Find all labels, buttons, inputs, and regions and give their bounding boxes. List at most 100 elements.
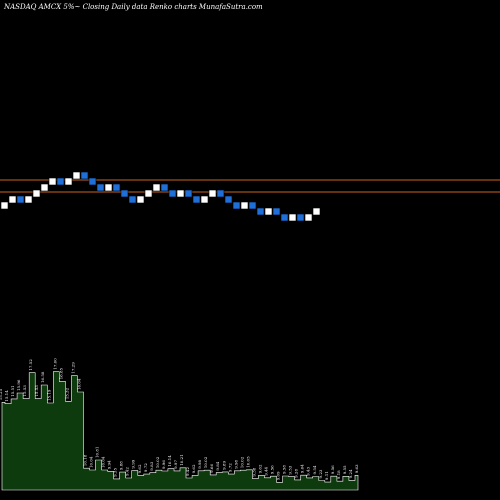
value-label-11: 16.85 xyxy=(58,367,63,379)
value-label-60: 9.63 xyxy=(354,464,359,473)
value-label-54: 9.23 xyxy=(318,469,323,478)
value-label-45: 9.44 xyxy=(264,466,269,475)
value-label-55: 9.11 xyxy=(324,471,329,480)
value-label-27: 10.02 xyxy=(155,456,160,468)
value-label-47: 9.09 xyxy=(276,471,281,480)
value-label-52: 9.43 xyxy=(306,467,311,476)
renko-brick-22 xyxy=(168,189,177,198)
renko-brick-2 xyxy=(8,195,17,204)
value-label-21: 9.88 xyxy=(119,461,124,470)
value-label-59: 9.24 xyxy=(348,469,353,478)
renko-brick-10 xyxy=(72,171,81,180)
renko-brick-30 xyxy=(232,201,241,210)
value-label-44: 9.62 xyxy=(258,464,263,473)
value-label-18: 10.04 xyxy=(101,456,106,468)
price-area xyxy=(1,371,359,491)
value-label-26: 9.83 xyxy=(149,461,154,470)
renko-brick-27 xyxy=(208,189,217,198)
value-label-2: 15.14 xyxy=(4,390,9,402)
value-label-51: 9.64 xyxy=(300,464,305,473)
value-label-34: 9.98 xyxy=(197,459,202,468)
chart-title: NASDAQ AMCX 5%~ Closing Daily data Renko… xyxy=(3,3,263,11)
renko-brick-40 xyxy=(312,207,321,216)
value-label-23: 9.99 xyxy=(131,459,136,468)
value-label-30: 9.97 xyxy=(173,460,178,469)
renko-brick-6 xyxy=(40,183,49,192)
value-label-31: 10.21 xyxy=(179,454,184,465)
value-label-35: 10.02 xyxy=(203,456,208,468)
renko-brick-5 xyxy=(32,189,41,198)
renko-brick-9 xyxy=(64,177,73,186)
value-label-28: 9.96 xyxy=(161,460,166,469)
renko-brick-28 xyxy=(216,189,225,198)
renko-brick-39 xyxy=(304,213,313,222)
renko-brick-12 xyxy=(88,177,97,186)
value-label-46: 9.56 xyxy=(270,465,275,474)
renko-brick-20 xyxy=(152,183,161,192)
value-label-22: 9.42 xyxy=(125,467,130,476)
renko-brick-1 xyxy=(0,201,9,210)
value-label-50: 9.28 xyxy=(294,469,299,478)
value-label-57: 9.18 xyxy=(336,470,341,479)
renko-brick-17 xyxy=(128,195,137,204)
value-label-43: 9.38 xyxy=(251,467,256,476)
value-label-16: 10.04 xyxy=(89,456,94,468)
value-label-39: 9.72 xyxy=(227,463,232,472)
renko-brick-32 xyxy=(248,201,257,210)
value-label-10: 17.60 xyxy=(52,358,57,370)
renko-brick-21 xyxy=(160,183,169,192)
value-label-49: 9.53 xyxy=(288,465,293,474)
renko-brick-13 xyxy=(96,183,105,192)
renko-brick-36 xyxy=(280,213,289,222)
value-label-48: 9.58 xyxy=(282,465,287,474)
renko-brick-38 xyxy=(296,213,305,222)
value-label-19: 9.94 xyxy=(107,460,112,469)
value-label-41: 10.02 xyxy=(239,456,244,468)
value-label-3: 15.51 xyxy=(10,385,15,396)
value-label-58: 9.55 xyxy=(342,465,347,474)
renko-brick-7 xyxy=(48,177,57,186)
value-label-1: 15.25 xyxy=(0,388,3,400)
value-label-42: 10.05 xyxy=(245,456,250,468)
renko-brick-29 xyxy=(224,195,233,204)
renko-brick-11 xyxy=(80,171,89,180)
value-label-20: 9.35 xyxy=(113,468,118,477)
renko-brick-35 xyxy=(272,207,281,216)
value-label-32: 9.42 xyxy=(185,467,190,476)
renko-brick-15 xyxy=(112,183,121,192)
renko-brick-37 xyxy=(288,213,297,222)
renko-brick-26 xyxy=(200,195,209,204)
renko-brick-18 xyxy=(136,195,145,204)
renko-brick-8 xyxy=(56,177,65,186)
renko-brick-31 xyxy=(240,201,249,210)
value-label-15: 10.18 xyxy=(83,454,88,466)
value-label-7: 15.53 xyxy=(34,385,39,397)
renko-brick-25 xyxy=(192,195,201,204)
value-label-9: 15.19 xyxy=(46,389,51,401)
renko-brick-4 xyxy=(24,195,33,204)
renko-brick-24 xyxy=(184,189,193,198)
value-label-24: 9.62 xyxy=(137,464,142,473)
renko-brick-34 xyxy=(264,207,273,216)
value-label-37: 9.84 xyxy=(215,461,220,470)
value-label-36: 9.66 xyxy=(209,464,214,473)
value-label-56: 9.56 xyxy=(330,465,335,474)
reference-lines xyxy=(0,179,500,193)
value-label-40: 9.98 xyxy=(233,459,238,468)
renko-brick-16 xyxy=(120,189,129,198)
renko-brick-3 xyxy=(16,195,25,204)
value-label-12: 15.32 xyxy=(64,387,69,399)
renko-brick-19 xyxy=(144,189,153,198)
value-label-4: 15.96 xyxy=(16,379,21,391)
value-label-29: 10.14 xyxy=(167,455,172,467)
value-label-33: 9.62 xyxy=(191,464,196,473)
renko-brick-33 xyxy=(256,207,265,216)
value-label-5: 15.53 xyxy=(22,385,27,397)
renko-brick-23 xyxy=(176,189,185,198)
renko-bricks xyxy=(0,171,321,222)
value-label-25: 9.72 xyxy=(143,463,148,472)
value-label-14: 16.04 xyxy=(76,378,81,390)
renko-brick-14 xyxy=(104,183,113,192)
